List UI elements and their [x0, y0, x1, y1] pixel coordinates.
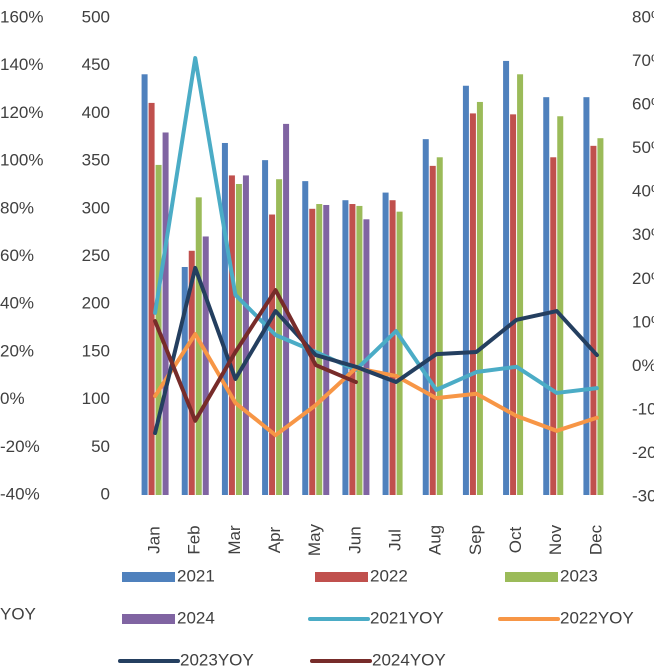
y-tick-label: 400 — [82, 103, 110, 122]
bar — [557, 116, 564, 496]
bar — [396, 211, 403, 496]
legend-label: 2024YOY — [372, 650, 446, 669]
y-tick-label: 450 — [82, 55, 110, 74]
y-tick-label: 0 — [101, 484, 110, 503]
line — [153, 332, 599, 438]
y3-tick-label: 80% — [0, 198, 34, 217]
y-tick-label: 250 — [82, 246, 110, 265]
y-tick-label: 300 — [82, 198, 110, 217]
x-tick-label: May — [305, 523, 324, 556]
y-tick-label: 200 — [82, 294, 110, 313]
bar — [269, 214, 276, 496]
y2-tick-label: -10% — [632, 399, 654, 418]
y2-tick-label: 20% — [632, 269, 654, 288]
bar — [436, 157, 443, 495]
bar — [597, 138, 604, 496]
bar — [349, 204, 356, 495]
y3-tick-label: 20% — [0, 341, 34, 360]
bar — [422, 139, 429, 495]
y3-tick-label: 60% — [0, 246, 34, 265]
bar — [356, 205, 363, 496]
line — [153, 56, 599, 395]
y-tick-label: 100 — [82, 389, 110, 408]
y3-tick-label: 100% — [0, 151, 43, 170]
bar — [188, 250, 195, 495]
legend-swatch — [122, 572, 175, 582]
bar — [550, 157, 557, 495]
y3-tick-label: 160% — [0, 7, 43, 26]
x-tick-label: Aug — [426, 525, 445, 555]
legend-label: 2022YOY — [560, 608, 634, 627]
y2-tick-label: 0% — [632, 356, 654, 375]
bar — [302, 181, 309, 495]
y2-tick-label: -30% — [632, 486, 654, 505]
x-tick-label: Dec — [586, 524, 605, 555]
x-tick-label: Nov — [546, 524, 565, 555]
legend-swatch — [122, 614, 175, 624]
bar — [202, 236, 209, 495]
bar — [181, 266, 188, 495]
legend-swatch — [315, 572, 368, 582]
legend-label: 2022 — [370, 566, 408, 585]
y-tick-label: 500 — [82, 7, 110, 26]
legend-label: 2021YOY — [370, 608, 444, 627]
bar — [476, 101, 483, 496]
line — [153, 288, 358, 423]
y2-tick-label: -20% — [632, 443, 654, 462]
x-tick-label: Oct — [506, 527, 525, 554]
y3-tick-label: 120% — [0, 103, 43, 122]
bar — [517, 74, 524, 495]
y-tick-label: 350 — [82, 151, 110, 170]
bar — [429, 165, 436, 495]
y3-tick-label: 40% — [0, 294, 34, 313]
bar — [221, 142, 228, 495]
x-tick-label: Jan — [145, 526, 164, 553]
bar — [195, 197, 202, 496]
legend-label: 2023 — [560, 566, 598, 585]
bar — [389, 200, 396, 496]
x-tick-label: Apr — [265, 526, 284, 553]
bar — [228, 175, 235, 495]
legend-label: 2024 — [177, 608, 215, 627]
bar — [342, 200, 349, 496]
bar — [469, 113, 476, 496]
bar — [162, 132, 169, 496]
y2-tick-label: 10% — [632, 312, 654, 331]
y3-tick-label: 0% — [0, 389, 25, 408]
bar — [583, 97, 590, 495]
x-tick-label: Jul — [386, 529, 405, 551]
y3-tick-label: -40% — [0, 484, 40, 503]
y2-tick-label: 40% — [632, 182, 654, 201]
bar — [148, 102, 155, 495]
legend-label: 2021 — [177, 566, 215, 585]
y2-tick-label: 30% — [632, 225, 654, 244]
bar — [503, 60, 510, 496]
y2-tick-label: 70% — [632, 51, 654, 70]
y2-tick-label: 60% — [632, 95, 654, 114]
bar — [316, 204, 323, 495]
bar — [510, 114, 517, 495]
x-tick-label: Feb — [185, 525, 204, 554]
bar — [590, 145, 597, 495]
bar — [141, 74, 148, 495]
y-tick-label: 150 — [82, 341, 110, 360]
y2-tick-label: 50% — [632, 138, 654, 157]
bar — [323, 204, 330, 495]
y3-tick-label: 140% — [0, 55, 43, 74]
x-tick-label: Jun — [345, 526, 364, 553]
bar — [543, 97, 550, 495]
y2-tick-label: 80% — [632, 7, 654, 26]
legend-swatch — [505, 572, 558, 582]
y-tick-label: 50 — [91, 437, 110, 456]
legend-label: 2023YOY — [180, 650, 254, 669]
x-tick-label: Sep — [466, 525, 485, 555]
x-tick-label: Mar — [225, 525, 244, 555]
annotation: YOY — [0, 604, 36, 623]
bar — [235, 183, 242, 495]
bar — [462, 85, 469, 495]
y3-tick-label: -20% — [0, 437, 40, 456]
